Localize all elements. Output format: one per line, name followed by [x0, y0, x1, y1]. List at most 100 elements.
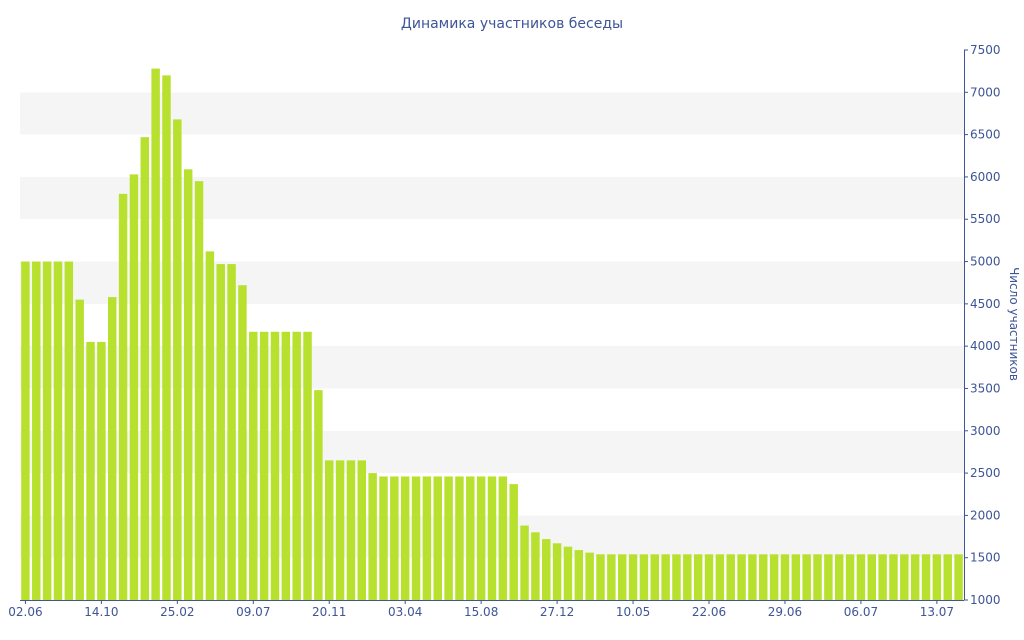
bar: [921, 554, 931, 600]
bar: [596, 554, 605, 600]
bar: [455, 476, 464, 600]
bar: [173, 119, 182, 600]
bar: [162, 75, 171, 600]
bar: [683, 554, 692, 600]
bar: [509, 484, 518, 600]
bar: [194, 181, 204, 600]
bar: [715, 554, 725, 600]
bar: [867, 554, 876, 600]
bar: [661, 554, 670, 600]
y-tick-label: 5500: [970, 212, 1001, 226]
y-tick-label: 3000: [970, 424, 1001, 438]
bar: [97, 341, 106, 600]
y-tick-label: 3500: [970, 381, 1001, 395]
bar: [845, 554, 855, 600]
bar: [791, 554, 801, 600]
bar: [183, 169, 193, 600]
bar: [585, 552, 594, 600]
bar: [21, 261, 30, 600]
x-tick-label: 27.12: [540, 605, 574, 619]
background-band: [20, 430, 964, 474]
bar: [270, 331, 280, 600]
y-tick-label: 6500: [970, 128, 1001, 142]
bar: [759, 554, 768, 600]
bar: [889, 554, 898, 600]
bar: [357, 460, 367, 600]
bar: [249, 331, 258, 600]
bar: [325, 460, 334, 600]
x-tick-label: 22.06: [692, 605, 726, 619]
bar: [769, 554, 779, 600]
bar: [780, 554, 790, 600]
bar: [531, 532, 540, 600]
bar: [64, 261, 74, 600]
x-axis: 02.06 14.10 25.02 09.07 20.11 03.04 15.08 27.12…: [8, 600, 964, 619]
x-tick-label: 10.05: [616, 605, 650, 619]
bar: [726, 554, 735, 600]
x-tick-label: 13.07: [920, 605, 954, 619]
background-band: [20, 176, 964, 220]
bar: [802, 554, 811, 600]
bar: [303, 331, 312, 600]
bar: [140, 137, 150, 600]
chart-title: Динамика участников беседы: [401, 16, 623, 32]
background-band: [20, 346, 964, 389]
x-tick-label: 14.10: [84, 605, 118, 619]
bar: [552, 543, 562, 600]
bar: [813, 554, 822, 600]
bar: [542, 539, 551, 600]
bar: [900, 554, 909, 600]
bar: [639, 554, 649, 600]
y-tick-label: 2500: [970, 466, 1001, 480]
y-tick-label: 7500: [970, 43, 1001, 57]
x-tick-label: 25.02: [160, 605, 194, 619]
bar: [834, 554, 844, 600]
bar: [748, 554, 757, 600]
bar: [238, 285, 247, 600]
bar: [932, 554, 942, 600]
bar: [32, 261, 41, 600]
bar: [42, 261, 52, 600]
y-axis: 1000 1500 2000 2500 3000 3500 4000 4500 5000 5500…: [964, 43, 1001, 607]
bar: [628, 554, 638, 600]
bar: [444, 476, 453, 600]
x-tick-label: 06.07: [844, 605, 878, 619]
bar: [108, 297, 117, 600]
bar: [335, 460, 345, 600]
bar: [227, 264, 236, 600]
bar: [422, 476, 432, 600]
bar: [216, 264, 225, 600]
bar: [292, 331, 301, 600]
background-band: [20, 92, 964, 135]
bar: [693, 554, 703, 600]
bar: [281, 331, 291, 600]
bar: [433, 476, 442, 600]
y-tick-label: 4500: [970, 297, 1001, 311]
bar: [205, 251, 215, 600]
bar: [487, 476, 497, 600]
x-tick-label: 02.06: [8, 605, 42, 619]
bar: [390, 476, 399, 600]
y-tick-label: 7000: [970, 85, 1001, 99]
bar: [118, 193, 128, 600]
x-tick-label: 29.06: [768, 605, 802, 619]
bar: [607, 554, 616, 600]
bar: [617, 554, 627, 600]
bar: [943, 554, 952, 600]
bar: [400, 476, 410, 600]
y-tick-label: 4000: [970, 339, 1001, 353]
x-tick-label: 15.08: [464, 605, 498, 619]
bar: [574, 550, 584, 600]
y-tick-label: 6000: [970, 170, 1001, 184]
background-band: [20, 261, 964, 304]
y-tick-label: 1500: [970, 551, 1001, 565]
bar: [53, 261, 63, 600]
y-tick-label: 2000: [970, 508, 1001, 522]
bar: [411, 476, 421, 600]
bar-series: [21, 68, 963, 601]
bar: [563, 546, 573, 600]
bar: [824, 554, 833, 600]
bar: [476, 476, 486, 600]
bar: [737, 554, 746, 600]
